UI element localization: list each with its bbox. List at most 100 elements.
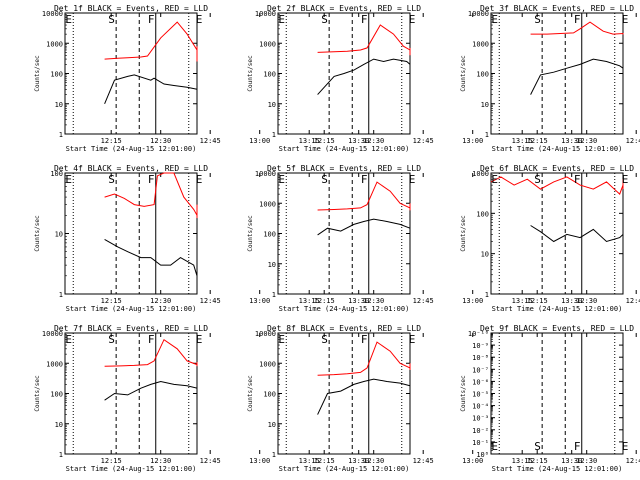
y-tick-label: 100 [50,71,63,79]
x-tick-label: 12:30 [363,297,384,305]
x-tick-label: 12:15 [314,137,335,145]
y-tick-label: 1 [59,291,63,299]
y-axis-label: Counts/sec [247,375,254,412]
x-axis-label: Start Time (24-Aug-15 12:01:00) [66,145,197,153]
x-tick-label: 12:15 [101,297,122,305]
event-marker-s: S [534,13,541,26]
event-marker-s: S [108,13,115,26]
event-marker-e: E [65,333,72,346]
event-marker-f: F [148,13,155,26]
x-tick-label: 12:15 [101,457,122,465]
y-tick-label: 10000 [255,10,276,18]
y-tick-label: 10⁻² [472,427,489,435]
x-tick-label: 12:15 [527,137,548,145]
y-tick-label: 10000 [468,10,489,18]
event-marker-e: E [278,333,285,346]
series-lld-line [104,21,198,62]
plot-frame [64,172,198,295]
y-tick-label: 1000 [46,40,63,48]
panel-det-4f: Det 4f BLACK = Events, RED = LLD 1 10 100 12… [34,164,369,313]
x-tick-label: 12:15 [314,457,335,465]
x-tick-label: 12:45 [626,137,640,145]
series-lld-line [530,21,624,35]
x-tick-label: 12:45 [413,297,434,305]
x-tick-label: 13:15 [299,297,320,305]
y-tick-label: 1000 [472,170,489,178]
x-tick-label: 13:30 [561,297,582,305]
series-events-line [104,238,198,294]
panel-title: Det 4f BLACK = Events, RED = LLD [54,164,208,173]
x-axis-label: Start Time (24-Aug-15 12:01:00) [279,465,410,473]
y-tick-label: 10⁻⁵ [472,391,489,399]
x-axis-label: Start Time (24-Aug-15 12:01:00) [492,465,623,473]
event-marker-f: F [361,333,368,346]
x-tick-label: 12:45 [626,457,640,465]
x-axis-label: Start Time (24-Aug-15 12:01:00) [279,305,410,313]
y-tick-label: 10⁰ [476,451,489,459]
y-tick-label: 10⁻³ [472,415,489,423]
series-events-line [530,225,624,270]
x-tick-label: 12:30 [576,137,597,145]
panel-det-2f: Det 2f BLACK = Events, RED = LLD 1 10 100 10… [247,4,582,153]
panel-det-8f: Det 8f BLACK = Events, RED = LLD 1 10 100 10… [247,324,582,473]
event-marker-e: E [196,13,203,26]
x-tick-label: 13:00 [462,297,483,305]
y-tick-label: 1 [272,451,276,459]
series-events-line [104,64,198,104]
y-tick-label: 1 [485,131,489,139]
x-tick-label: 12:45 [413,137,434,145]
x-tick-label: 13:30 [348,137,369,145]
series-events-line [317,217,411,273]
x-tick-label: 12:45 [200,457,221,465]
plot-frame [490,172,624,295]
event-marker-s: S [321,173,328,186]
x-tick-label: 12:45 [626,297,640,305]
event-marker-s: S [534,440,541,453]
y-tick-label: 1 [59,131,63,139]
event-marker-f: F [148,173,155,186]
event-marker-e: E [65,13,72,26]
x-tick-label: 12:30 [363,137,384,145]
plot-frame [490,332,624,455]
x-axis-label: Start Time (24-Aug-15 12:01:00) [279,145,410,153]
x-tick-label: 13:15 [299,137,320,145]
y-tick-label: 1000 [259,200,276,208]
y-tick-label: 100 [476,210,489,218]
x-tick-label: 13:00 [249,137,270,145]
y-tick-label: 1 [272,131,276,139]
x-axis-label: Start Time (24-Aug-15 12:01:00) [66,305,197,313]
y-tick-label: 10000 [42,330,63,338]
event-marker-s: S [108,173,115,186]
y-tick-label: 10 [55,101,63,109]
x-tick-label: 12:45 [200,297,221,305]
y-tick-label: 100 [50,170,63,178]
panel-title: Det 6f BLACK = Events, RED = LLD [480,164,634,173]
event-marker-f: F [574,440,581,453]
x-tick-label: 13:30 [561,137,582,145]
x-axis-label: Start Time (24-Aug-15 12:01:00) [492,305,623,313]
panel-title: Det 2f BLACK = Events, RED = LLD [267,4,421,13]
event-marker-e: E [278,173,285,186]
plot-frame [64,12,198,135]
y-axis-label: Counts/sec [34,375,41,412]
x-tick-label: 12:30 [363,457,384,465]
panel-title: Det 5f BLACK = Events, RED = LLD [267,164,421,173]
y-tick-label: 1 [485,291,489,299]
y-tick-label: 10⁻⁶ [472,378,489,386]
y-tick-label: 100 [263,231,276,239]
x-tick-label: 12:15 [314,297,335,305]
x-tick-label: 13:30 [348,297,369,305]
event-marker-e: E [622,440,629,453]
series-lld-line [317,181,411,211]
series-events-line [104,375,198,424]
series-lld-line [104,338,198,367]
panel-title: Det 3f BLACK = Events, RED = LLD [480,4,634,13]
y-tick-label: 1000 [259,360,276,368]
y-tick-label: 10 [268,101,276,109]
x-tick-label: 13:00 [462,137,483,145]
y-axis-label: Counts/sec [247,215,254,252]
y-tick-label: 10 [268,261,276,269]
panel-title: Det 9f BLACK = Events, RED = LLD [480,324,634,333]
y-tick-label: 100 [476,71,489,79]
